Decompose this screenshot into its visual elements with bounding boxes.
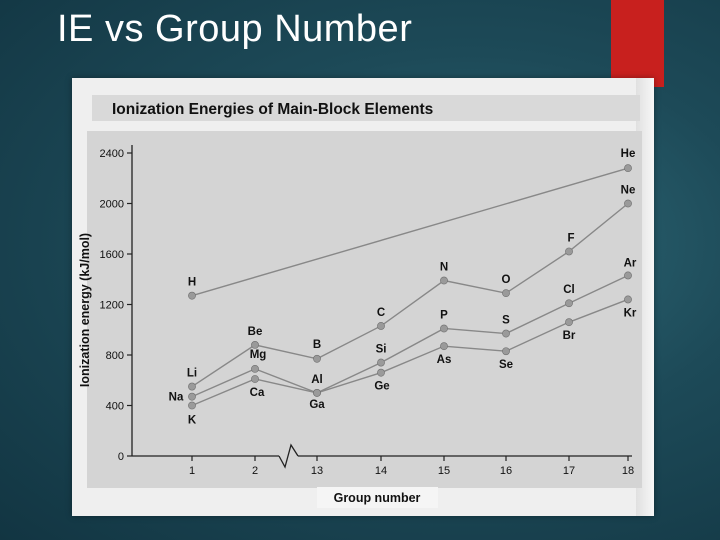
- data-point: [313, 388, 321, 397]
- data-point: [313, 354, 321, 363]
- element-label: K: [188, 415, 197, 427]
- data-point: [440, 324, 448, 333]
- series-line: [191, 167, 629, 297]
- element-label: Se: [499, 359, 513, 371]
- data-point: [251, 340, 259, 349]
- slide-title: IE vs Group Number: [57, 8, 413, 50]
- data-point: [624, 271, 632, 280]
- y-tick-label: 2000: [100, 199, 124, 211]
- element-label: O: [502, 274, 511, 286]
- x-tick-label: 16: [500, 465, 512, 477]
- data-point: [377, 322, 385, 330]
- ionization-energy-chart: Ionization Energies of Main-Block Elemen…: [78, 95, 642, 508]
- data-point: [251, 375, 259, 383]
- plot-background: [87, 131, 642, 488]
- y-axis-title: Ionization energy (kJ/mol): [78, 233, 92, 387]
- element-label: Ar: [624, 257, 637, 269]
- element-label: P: [440, 309, 448, 321]
- data-point: [502, 329, 510, 338]
- y-tick-label: 2400: [100, 148, 124, 160]
- chart-title-banner: [92, 95, 640, 121]
- element-label: F: [567, 232, 574, 244]
- data-point: [188, 291, 196, 300]
- element-label: Br: [563, 330, 576, 342]
- element-label: Ge: [374, 381, 389, 393]
- data-point: [624, 199, 632, 208]
- x-tick-label: 17: [563, 465, 575, 477]
- x-tick-label: 13: [311, 465, 323, 477]
- axis-break-mark: [278, 443, 299, 469]
- data-point: [502, 289, 510, 298]
- x-axis-title: Group number: [334, 491, 421, 505]
- element-label: S: [502, 315, 510, 327]
- data-point: [624, 164, 632, 173]
- x-tick-label: 2: [252, 465, 258, 477]
- y-tick-label: 800: [106, 350, 124, 362]
- series-line: [191, 202, 629, 388]
- data-point: [565, 247, 573, 256]
- element-label: Cl: [563, 284, 575, 296]
- element-label: Kr: [624, 307, 637, 319]
- element-label: B: [313, 339, 321, 351]
- series-line: [191, 274, 629, 398]
- element-label: Na: [169, 392, 184, 404]
- series-line: [191, 298, 629, 407]
- x-tick-label: 15: [438, 465, 450, 477]
- data-point: [565, 318, 573, 327]
- chart-figure: Ionization Energies of Main-Block Elemen…: [72, 78, 654, 516]
- y-tick-label: 1600: [100, 249, 124, 261]
- element-label: Si: [376, 344, 387, 356]
- data-point: [377, 368, 385, 377]
- x-tick-label: 14: [375, 465, 387, 477]
- element-label: Mg: [250, 349, 267, 361]
- accent-bar: [611, 0, 664, 87]
- x-tick-label: 18: [622, 465, 634, 477]
- data-point: [502, 347, 510, 356]
- y-tick-label: 400: [106, 401, 124, 413]
- element-label: Ca: [250, 387, 265, 399]
- element-label: Li: [187, 368, 197, 380]
- x-tick-label: 1: [189, 465, 195, 477]
- data-point: [440, 276, 448, 285]
- element-label: Ne: [621, 185, 636, 197]
- data-point: [188, 401, 196, 410]
- element-label: As: [437, 354, 452, 366]
- element-label: C: [377, 307, 385, 319]
- data-point: [188, 392, 196, 401]
- data-point: [624, 295, 632, 304]
- chart-title: Ionization Energies of Main-Block Elemen…: [112, 101, 433, 118]
- element-label: Be: [248, 326, 263, 338]
- element-label: N: [440, 262, 448, 274]
- data-point: [188, 382, 196, 391]
- element-label: H: [188, 277, 196, 289]
- element-label: Ga: [309, 399, 325, 411]
- data-point: [440, 342, 448, 351]
- x-axis-title-box: [317, 487, 438, 508]
- y-tick-label: 1200: [100, 300, 124, 312]
- element-label: Al: [311, 374, 323, 386]
- data-point: [251, 364, 259, 373]
- y-tick-label: 0: [118, 451, 124, 463]
- data-point: [565, 299, 573, 308]
- data-point: [377, 358, 385, 367]
- element-label: He: [621, 148, 636, 160]
